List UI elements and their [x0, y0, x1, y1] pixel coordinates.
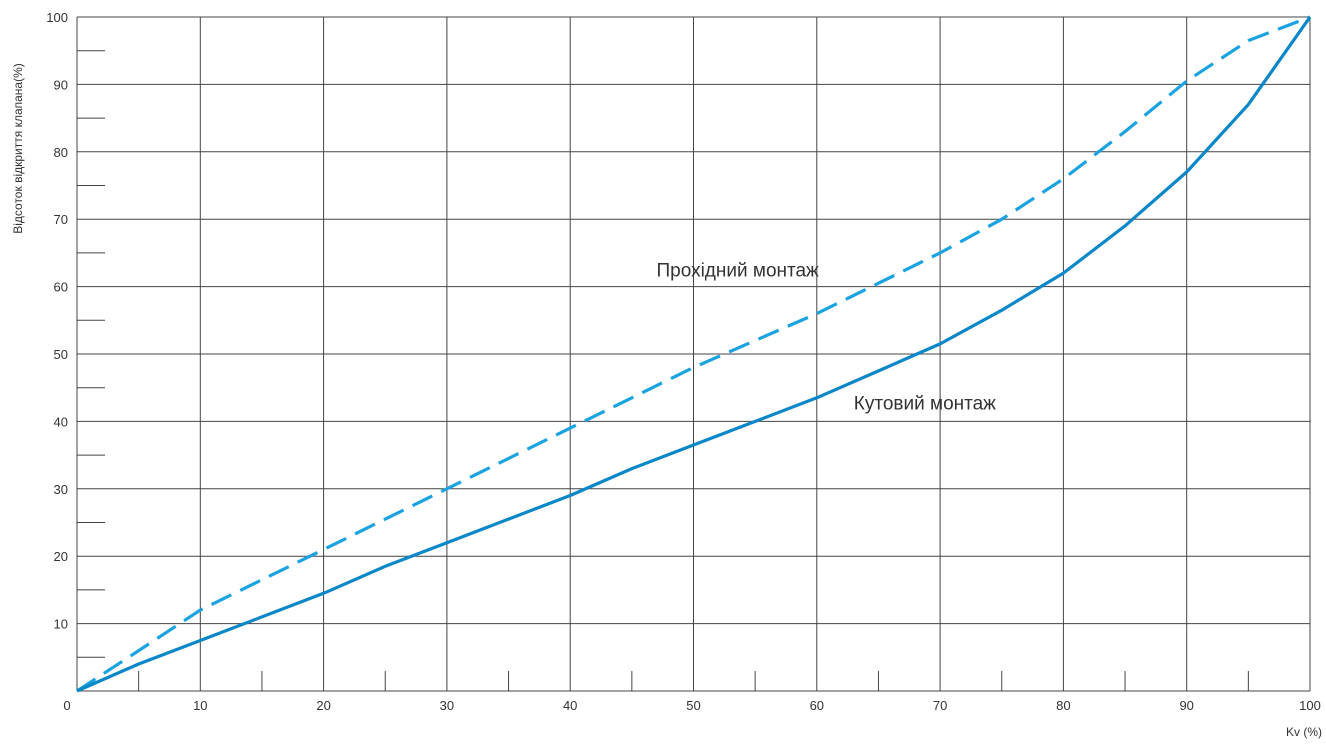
y-tick-label: 50	[54, 347, 68, 362]
x-tick-label: 100	[1299, 698, 1321, 713]
x-tick-label: 20	[316, 698, 330, 713]
y-tick-label: 90	[54, 77, 68, 92]
x-tick-label: 30	[440, 698, 454, 713]
x-tick-label: 10	[193, 698, 207, 713]
y-tick-label: 80	[54, 145, 68, 160]
annotations: Прохідний монтаж Кутовий монтаж	[657, 260, 997, 414]
x-tick-labels: 0 10 20 30 40 50 60 70 80 90 100	[63, 698, 1320, 713]
x-tick-label: 50	[686, 698, 700, 713]
series-line-solid	[76, 16, 1312, 693]
x-tick-label: 0	[63, 698, 70, 713]
series-label: Кутовий монтаж	[854, 393, 996, 414]
x-tick-label: 80	[1056, 698, 1070, 713]
y-tick-label: 70	[54, 212, 68, 227]
y-tick-label: 40	[54, 414, 68, 429]
x-axis-label: Kv (%)	[1286, 725, 1322, 739]
y-axis-label: Відсоток відкриття клапана(%)	[11, 63, 25, 234]
series-layer	[76, 15, 1312, 693]
y-tick-labels: 10 20 30 40 50 60 70 80 90 100	[46, 10, 68, 632]
y-tick-label: 20	[54, 549, 68, 564]
grid	[76, 16, 1311, 692]
series-label: Прохідний монтаж	[657, 260, 820, 281]
x-tick-label: 40	[563, 698, 577, 713]
series-line-dashed	[76, 15, 1311, 693]
x-tick-label: 90	[1179, 698, 1193, 713]
y-tick-label: 60	[54, 280, 68, 295]
x-tick-label: 70	[933, 698, 947, 713]
minor-ticks	[77, 50, 1249, 691]
y-tick-label: 10	[54, 617, 68, 632]
y-tick-label: 100	[46, 10, 68, 25]
y-tick-label: 30	[54, 482, 68, 497]
x-tick-label: 60	[810, 698, 824, 713]
